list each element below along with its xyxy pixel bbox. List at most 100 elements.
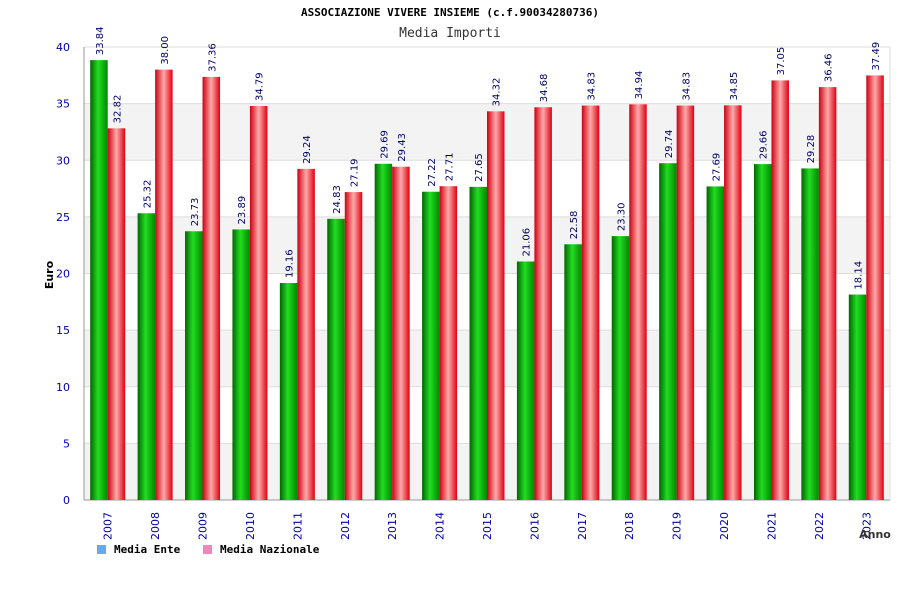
bar-media-nazionale-2016 [534, 107, 552, 501]
bar-media-nazionale-2012 [344, 192, 363, 501]
data-label: 27.22 [427, 158, 438, 187]
data-label: 34.79 [255, 72, 266, 101]
x-tick-label: 2012 [339, 512, 352, 540]
data-label: 32.82 [112, 95, 123, 124]
data-label: 18.14 [854, 261, 865, 290]
x-tick-label: 2014 [434, 512, 447, 540]
bar-media-ente-2010 [232, 229, 250, 501]
x-tick-label: 2011 [291, 512, 304, 540]
chart-title: ASSOCIAZIONE VIVERE INSIEME (c.f.9003428… [300, 6, 599, 19]
bar-media-nazionale-2007 [107, 128, 126, 500]
data-label: 19.16 [285, 249, 296, 278]
bar-media-ente-2018 [611, 236, 630, 500]
bar-media-nazionale-2017 [581, 105, 600, 501]
data-label: 29.24 [302, 135, 313, 164]
bar-media-ente-2011 [279, 283, 298, 500]
bar-media-nazionale-2015 [487, 111, 505, 501]
bar-media-ente-2008 [137, 213, 156, 500]
y-tick-label: 35 [56, 98, 70, 111]
data-label: 25.32 [142, 180, 153, 209]
y-tick-label: 25 [56, 211, 70, 224]
bar-media-ente-2017 [564, 244, 582, 500]
data-label: 23.73 [190, 198, 201, 227]
bar-media-nazionale-2020 [724, 105, 742, 500]
y-tick-label: 30 [56, 154, 70, 167]
x-tick-label: 2017 [576, 512, 589, 540]
bar-media-ente-2012 [327, 218, 345, 501]
data-label: 23.89 [237, 196, 248, 225]
bar-media-ente-2020 [706, 186, 725, 500]
data-label: 27.65 [474, 153, 485, 182]
data-label: 34.85 [729, 72, 740, 101]
data-label: 27.71 [444, 153, 455, 182]
y-tick-label: 0 [63, 494, 70, 507]
legend-item-media-ente: Media Ente [97, 543, 180, 556]
data-label: 34.83 [587, 72, 598, 101]
bar-media-nazionale-2013 [392, 166, 410, 500]
bar-media-ente-2007 [90, 60, 108, 501]
data-label: 23.30 [616, 202, 627, 231]
legend-label-media-ente: Media Ente [114, 543, 181, 556]
data-label: 22.58 [569, 211, 580, 240]
bar-media-nazionale-2022 [818, 87, 837, 500]
x-tick-label: 2007 [102, 512, 115, 540]
bar-media-ente-2013 [374, 163, 393, 501]
x-tick-label: 2008 [149, 512, 162, 540]
data-label: 29.43 [397, 133, 408, 162]
x-tick-label: 2020 [718, 512, 731, 540]
x-tick-label: 2010 [244, 512, 257, 540]
legend-swatch-media-nazionale [203, 545, 212, 554]
bar-media-ente-2021 [753, 164, 772, 500]
bar-media-nazionale-2010 [249, 106, 268, 501]
y-tick-label: 40 [56, 41, 70, 54]
bar-media-nazionale-2008 [155, 69, 173, 501]
data-label: 33.84 [95, 26, 106, 55]
data-label: 36.46 [824, 53, 835, 82]
bar-media-ente-2019 [659, 163, 677, 500]
bar-media-nazionale-2011 [297, 168, 315, 500]
bar-media-ente-2009 [185, 231, 203, 500]
x-tick-label: 2023 [860, 512, 873, 540]
data-label: 21.06 [522, 228, 533, 257]
data-label: 29.28 [806, 135, 817, 164]
legend-item-media-nazionale: Media Nazionale [203, 543, 319, 556]
x-tick-label: 2016 [528, 512, 541, 540]
data-label: 37.36 [207, 43, 218, 72]
x-tick-label: 2018 [623, 512, 636, 540]
data-label: 38.00 [160, 36, 171, 65]
x-axis-label: Anno [859, 528, 891, 541]
data-label: 34.83 [681, 72, 692, 101]
data-label: 34.32 [492, 78, 503, 107]
chart-subtitle: Media Importi [399, 26, 501, 41]
y-tick-label: 5 [63, 437, 70, 450]
bar-media-ente-2023 [848, 294, 867, 500]
y-tick-label: 10 [56, 381, 70, 394]
data-label: 37.49 [871, 42, 882, 71]
x-tick-label: 2021 [765, 512, 778, 540]
data-label: 37.05 [776, 47, 787, 76]
bar-media-nazionale-2014 [439, 186, 458, 500]
y-tick-label: 15 [56, 324, 70, 337]
bar-media-nazionale-2019 [676, 105, 695, 501]
bar-media-nazionale-2023 [866, 75, 884, 500]
data-label: 29.66 [759, 130, 770, 159]
bar-media-ente-2014 [422, 191, 440, 500]
data-label: 34.94 [634, 71, 645, 100]
y-tick-label: 20 [56, 268, 70, 281]
bar-media-ente-2022 [801, 168, 819, 501]
data-label: 27.19 [350, 158, 361, 187]
bar-media-nazionale-2009 [202, 76, 221, 500]
data-label: 27.69 [711, 153, 722, 182]
x-tick-label: 2019 [671, 512, 684, 540]
data-label: 29.74 [664, 130, 675, 159]
bar-media-nazionale-2018 [629, 104, 647, 500]
y-axis-label: Euro [43, 260, 56, 289]
legend-swatch-media-ente [97, 545, 106, 554]
x-tick-label: 2022 [813, 512, 826, 540]
x-tick-label: 2009 [197, 512, 210, 540]
legend-label-media-nazionale: Media Nazionale [220, 543, 320, 556]
data-label: 29.69 [379, 130, 390, 159]
data-label: 34.68 [539, 74, 550, 103]
